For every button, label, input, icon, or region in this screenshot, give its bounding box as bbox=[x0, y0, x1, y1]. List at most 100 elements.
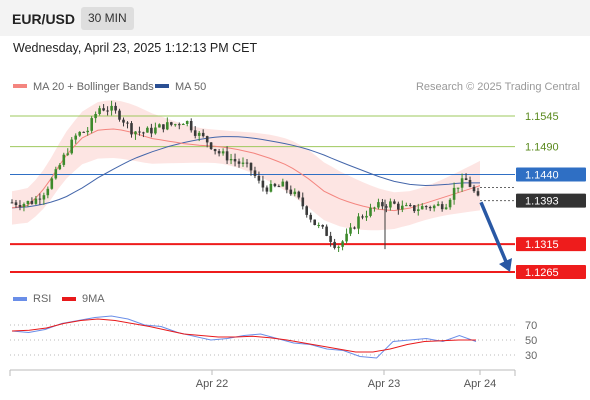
candle-body bbox=[413, 205, 416, 212]
candle-body bbox=[70, 139, 73, 154]
candle-body bbox=[34, 198, 38, 204]
candle-body bbox=[369, 207, 372, 216]
candle-body bbox=[118, 110, 121, 120]
candle-body bbox=[229, 159, 233, 161]
candle-body bbox=[30, 201, 34, 204]
rsi-legend-label: RSI bbox=[33, 293, 51, 305]
candle-body bbox=[38, 198, 42, 200]
candle-body bbox=[18, 205, 22, 207]
rsi-tick-label: 50 bbox=[525, 335, 537, 347]
candle-body bbox=[213, 149, 217, 152]
candle-body bbox=[178, 124, 181, 126]
candle-body bbox=[444, 207, 448, 210]
candle-body bbox=[50, 178, 54, 189]
candle-body bbox=[297, 191, 301, 198]
ma9-legend-swatch bbox=[62, 297, 76, 301]
candle-body bbox=[385, 206, 388, 208]
candle-body bbox=[197, 132, 201, 136]
candle-body bbox=[448, 199, 452, 208]
datetime-label: Wednesday, April 23, 2025 1:12:13 PM CET bbox=[13, 41, 258, 55]
candle-body bbox=[134, 131, 137, 135]
rsi-tick-label: 30 bbox=[525, 350, 537, 362]
candle-body bbox=[357, 216, 360, 229]
candle-body bbox=[233, 159, 237, 162]
candle-body bbox=[440, 204, 444, 210]
candle-body bbox=[193, 130, 197, 136]
candle-body bbox=[281, 181, 285, 187]
candle-body bbox=[389, 201, 392, 208]
candle-body bbox=[94, 114, 97, 119]
ma9-line bbox=[11, 318, 476, 353]
candle-body bbox=[166, 122, 169, 130]
candle-body bbox=[154, 127, 157, 134]
candle-body bbox=[86, 130, 89, 133]
candle-body bbox=[277, 186, 281, 188]
candle-body bbox=[126, 122, 129, 124]
candle-body bbox=[345, 233, 348, 242]
candle-body bbox=[217, 151, 221, 154]
candle-body bbox=[420, 206, 424, 210]
candle-body bbox=[122, 119, 125, 123]
x-axis-label: Apr 22 bbox=[196, 378, 228, 390]
candle-body bbox=[464, 178, 468, 180]
candle-body bbox=[66, 153, 70, 155]
candle-body bbox=[428, 207, 432, 209]
pivot-label-bg bbox=[516, 167, 586, 182]
candle-body bbox=[321, 225, 324, 227]
candle-body bbox=[150, 127, 153, 134]
candle-body bbox=[42, 195, 46, 200]
candle-body bbox=[78, 131, 81, 136]
resistance-label: 1.1545 bbox=[525, 111, 559, 123]
ma50-legend-label: MA 50 bbox=[175, 81, 206, 93]
candle-body bbox=[261, 180, 265, 188]
bollinger-band bbox=[12, 100, 480, 231]
candle-body bbox=[114, 105, 117, 111]
candle-body bbox=[361, 216, 364, 218]
candle-body bbox=[417, 209, 420, 211]
candle-body bbox=[397, 203, 400, 210]
candle-body bbox=[90, 118, 93, 131]
candle-body bbox=[54, 169, 58, 179]
candle-body bbox=[317, 225, 320, 226]
candle-body bbox=[14, 202, 18, 205]
candle-body bbox=[130, 123, 133, 135]
pivot-label: 1.1440 bbox=[525, 170, 559, 182]
candle-body bbox=[313, 219, 316, 225]
candle-body bbox=[102, 108, 105, 111]
candle-body bbox=[452, 187, 456, 200]
candle-body bbox=[110, 105, 113, 111]
candle-body bbox=[138, 131, 141, 133]
candle-body bbox=[333, 241, 336, 248]
candle-body bbox=[349, 227, 352, 234]
candle-body bbox=[269, 183, 273, 192]
candle-body bbox=[353, 227, 356, 229]
resistance-label: 1.1490 bbox=[525, 142, 559, 154]
candle-body bbox=[146, 127, 149, 133]
candle-body bbox=[432, 205, 436, 209]
x-axis-label: Apr 23 bbox=[368, 378, 400, 390]
candle-body bbox=[365, 215, 368, 218]
support-label: 1.1315 bbox=[525, 239, 559, 251]
candle-body bbox=[409, 205, 412, 207]
candle-body bbox=[265, 187, 269, 192]
candle-body bbox=[249, 162, 253, 171]
candle-body bbox=[221, 151, 225, 154]
x-axis-label: Apr 24 bbox=[464, 378, 496, 390]
timeframe-badge[interactable]: 30 MIN bbox=[81, 7, 134, 30]
candle-body bbox=[373, 207, 376, 209]
instrument-name: EUR/USD bbox=[12, 11, 76, 27]
support-label-bg bbox=[516, 265, 586, 279]
candle-body bbox=[257, 175, 261, 181]
support-label-bg bbox=[516, 237, 586, 252]
candle-body bbox=[82, 131, 85, 133]
candle-body bbox=[305, 206, 308, 215]
candle-body bbox=[106, 110, 109, 112]
candle-body bbox=[158, 124, 161, 128]
candle-body bbox=[468, 180, 472, 187]
candle-body bbox=[329, 235, 332, 242]
candle-body bbox=[174, 124, 177, 126]
candle-body bbox=[205, 136, 209, 143]
candle-body bbox=[436, 204, 440, 206]
candle-body bbox=[189, 121, 193, 131]
rsi-legend-swatch bbox=[13, 297, 27, 301]
